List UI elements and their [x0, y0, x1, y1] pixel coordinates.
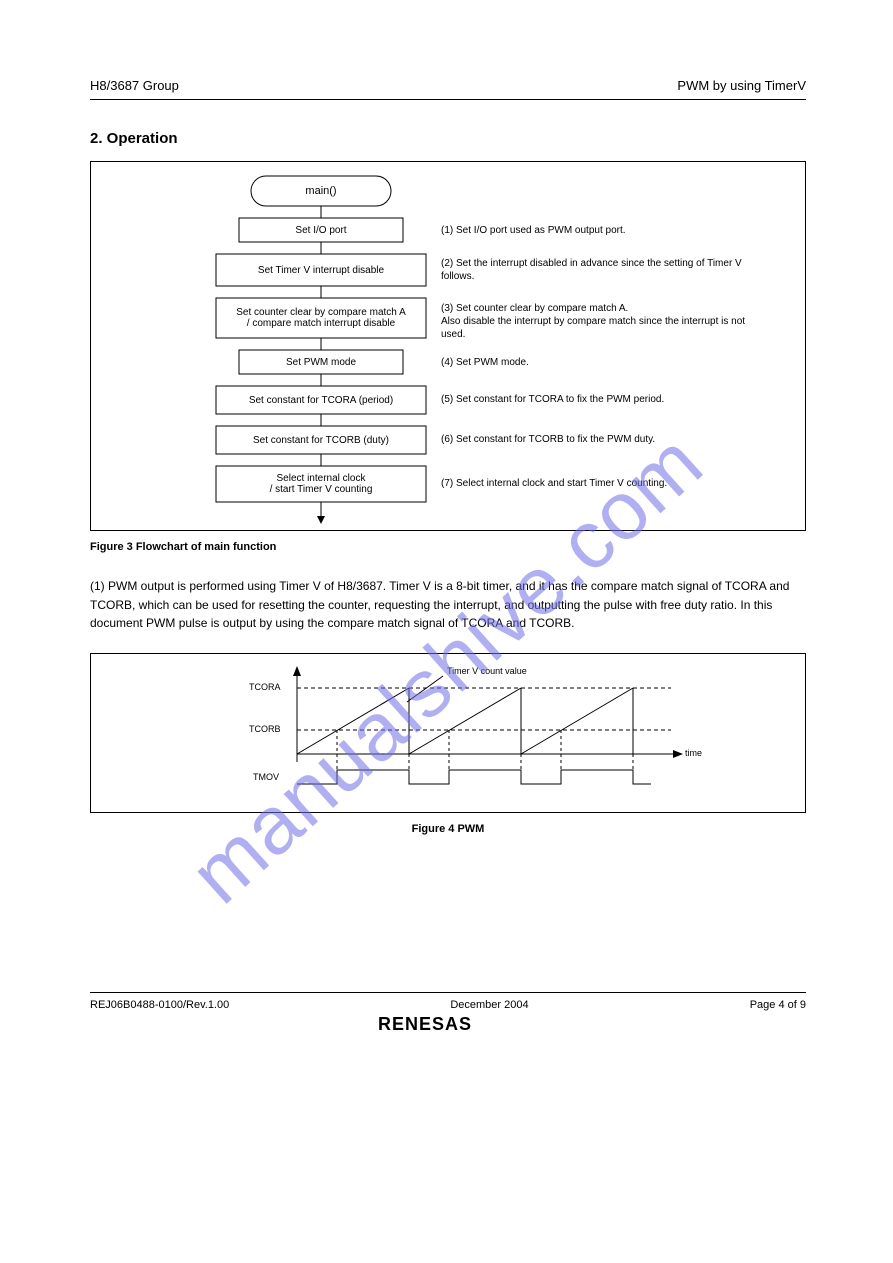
page-root: H8/3687 Group PWM by using TimerV 2. Ope…	[0, 0, 893, 1263]
footer-rule	[90, 992, 806, 993]
footer-date: December 2004	[450, 999, 528, 1011]
figure-4-timing: TCORA TCORB Timer V count value time TMO…	[90, 653, 806, 813]
flowchart-start: main()	[305, 184, 336, 198]
time-axis-label: time	[685, 748, 702, 758]
svg-text:RENESAS: RENESAS	[378, 1014, 472, 1034]
fc-step-6-desc: (6) Set constant for TCORB to fix the PW…	[441, 433, 655, 446]
footer-rev: REJ06B0488-0100/Rev.1.00	[90, 999, 229, 1011]
figure-4-caption: Figure 4 PWM	[90, 823, 806, 835]
fc-step-2-desc: (2) Set the interrupt disabled in advanc…	[441, 257, 771, 283]
page-header: H8/3687 Group PWM by using TimerV	[90, 78, 806, 93]
tmov-label: TMOV	[253, 772, 279, 782]
header-rule	[90, 99, 806, 100]
renesas-logo: RENESAS	[378, 1012, 518, 1041]
page-footer: REJ06B0488-0100/Rev.1.00 December 2004 P…	[90, 980, 806, 1011]
header-title: PWM by using TimerV	[677, 78, 806, 93]
fc-step-4-label: Set PWM mode	[216, 350, 426, 374]
figure-3-caption: Figure 3 Flowchart of main function	[90, 541, 806, 553]
tcorb-label: TCORB	[249, 724, 281, 734]
figure-3-flowchart: main() Set I/O port Set Timer V interrup…	[90, 161, 806, 531]
sheet-id: H8/3687 Group	[90, 78, 179, 93]
fc-step-7-label: Select internal clock / start Timer V co…	[216, 466, 426, 502]
tcora-label: TCORA	[249, 682, 281, 692]
curve-label: Timer V count value	[447, 666, 527, 676]
fc-step-1-desc: (1) Set I/O port used as PWM output port…	[441, 224, 626, 237]
fc-step-2-label: Set Timer V interrupt disable	[216, 254, 426, 286]
fc-step-3-desc: (3) Set counter clear by compare match A…	[441, 302, 771, 341]
footer-page: Page 4 of 9	[750, 999, 806, 1011]
fc-step-4-desc: (4) Set PWM mode.	[441, 356, 529, 369]
section-heading-operation: 2. Operation	[90, 130, 806, 147]
fc-step-3-label: Set counter clear by compare match A / c…	[216, 298, 426, 338]
fc-step-6-label: Set constant for TCORB (duty)	[216, 426, 426, 454]
fc-step-5-desc: (5) Set constant for TCORA to fix the PW…	[441, 393, 664, 406]
pwm-intro-paragraph: (1) PWM output is performed using Timer …	[90, 577, 806, 633]
fc-step-7-desc: (7) Select internal clock and start Time…	[441, 477, 667, 490]
fc-step-5-label: Set constant for TCORA (period)	[216, 386, 426, 414]
timing-svg	[91, 654, 805, 814]
fc-step-1-label: Set I/O port	[216, 218, 426, 242]
